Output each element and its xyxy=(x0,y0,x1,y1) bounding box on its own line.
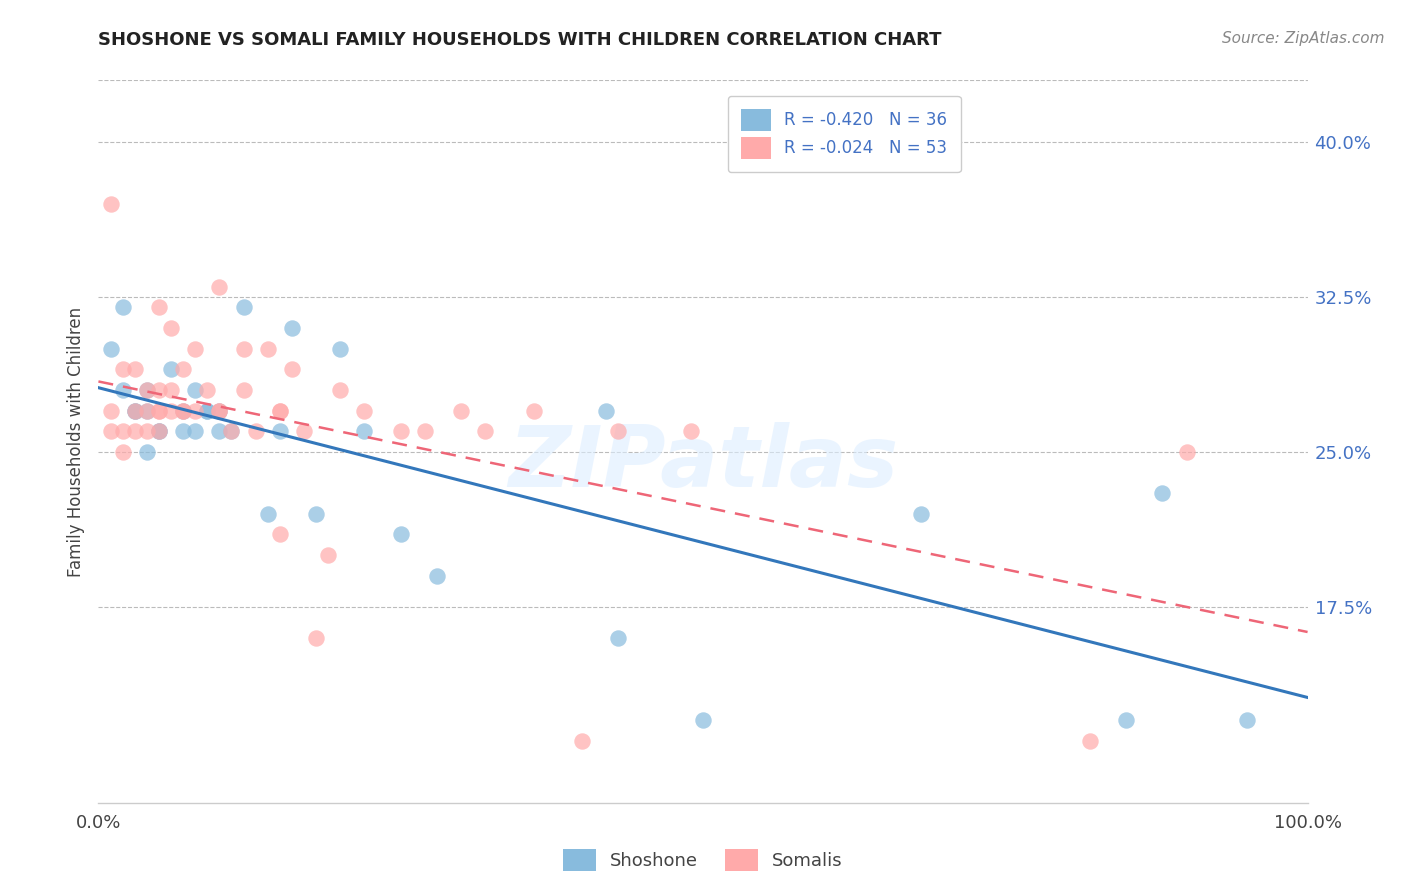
Point xyxy=(1152,486,1174,500)
Point xyxy=(353,424,375,438)
Point xyxy=(256,507,278,521)
Point xyxy=(184,342,207,356)
Point xyxy=(208,403,231,417)
Point xyxy=(111,362,134,376)
Point xyxy=(172,403,194,417)
Point xyxy=(595,403,617,417)
Point xyxy=(1236,713,1258,727)
Legend: Shoshone, Somalis: Shoshone, Somalis xyxy=(555,842,851,879)
Point xyxy=(160,403,183,417)
Point xyxy=(100,403,122,417)
Point xyxy=(607,631,630,645)
Point xyxy=(100,424,122,438)
Point xyxy=(413,424,436,438)
Point xyxy=(184,383,207,397)
Point xyxy=(269,403,291,417)
Point xyxy=(269,403,291,417)
Point xyxy=(221,424,243,438)
Point xyxy=(148,383,170,397)
Point xyxy=(135,424,157,438)
Point xyxy=(148,301,170,315)
Point xyxy=(148,403,170,417)
Point xyxy=(208,279,231,293)
Point xyxy=(450,403,472,417)
Point xyxy=(692,713,714,727)
Point xyxy=(111,424,134,438)
Point xyxy=(148,403,170,417)
Point xyxy=(474,424,496,438)
Point xyxy=(329,383,352,397)
Point xyxy=(208,403,231,417)
Point xyxy=(124,362,146,376)
Point xyxy=(1175,445,1198,459)
Point xyxy=(124,403,146,417)
Point xyxy=(160,321,183,335)
Point xyxy=(232,383,254,397)
Point xyxy=(208,403,231,417)
Point xyxy=(160,383,183,397)
Point xyxy=(100,342,122,356)
Point xyxy=(269,424,291,438)
Point xyxy=(389,424,412,438)
Text: Source: ZipAtlas.com: Source: ZipAtlas.com xyxy=(1222,31,1385,46)
Point xyxy=(184,424,207,438)
Point xyxy=(1115,713,1137,727)
Point xyxy=(305,631,328,645)
Point xyxy=(195,403,218,417)
Point xyxy=(426,568,449,582)
Point xyxy=(100,197,122,211)
Legend: R = -0.420   N = 36, R = -0.024   N = 53: R = -0.420 N = 36, R = -0.024 N = 53 xyxy=(728,95,960,172)
Point xyxy=(184,403,207,417)
Point xyxy=(571,734,593,748)
Point xyxy=(195,403,218,417)
Text: SHOSHONE VS SOMALI FAMILY HOUSEHOLDS WITH CHILDREN CORRELATION CHART: SHOSHONE VS SOMALI FAMILY HOUSEHOLDS WIT… xyxy=(98,31,942,49)
Point xyxy=(135,403,157,417)
Point xyxy=(523,403,546,417)
Point xyxy=(172,403,194,417)
Point xyxy=(316,548,339,562)
Point xyxy=(172,362,194,376)
Point xyxy=(148,424,170,438)
Point xyxy=(124,403,146,417)
Point xyxy=(679,424,702,438)
Point xyxy=(208,424,231,438)
Point xyxy=(111,445,134,459)
Point xyxy=(607,424,630,438)
Text: ZIPatlas: ZIPatlas xyxy=(508,422,898,505)
Point xyxy=(195,383,218,397)
Point xyxy=(910,507,932,521)
Point xyxy=(305,507,328,521)
Point xyxy=(160,362,183,376)
Point xyxy=(389,527,412,541)
Point xyxy=(135,445,157,459)
Point xyxy=(148,424,170,438)
Point xyxy=(111,301,134,315)
Point xyxy=(281,321,304,335)
Y-axis label: Family Households with Children: Family Households with Children xyxy=(66,307,84,576)
Point xyxy=(124,424,146,438)
Point xyxy=(1078,734,1101,748)
Point xyxy=(281,362,304,376)
Point xyxy=(256,342,278,356)
Point xyxy=(135,383,157,397)
Point xyxy=(172,424,194,438)
Point xyxy=(329,342,352,356)
Point xyxy=(232,342,254,356)
Point xyxy=(353,403,375,417)
Point xyxy=(221,424,243,438)
Point xyxy=(148,424,170,438)
Point xyxy=(111,383,134,397)
Point xyxy=(135,383,157,397)
Point xyxy=(124,403,146,417)
Point xyxy=(245,424,267,438)
Point xyxy=(172,403,194,417)
Point xyxy=(135,403,157,417)
Point xyxy=(232,301,254,315)
Point xyxy=(292,424,315,438)
Point xyxy=(269,527,291,541)
